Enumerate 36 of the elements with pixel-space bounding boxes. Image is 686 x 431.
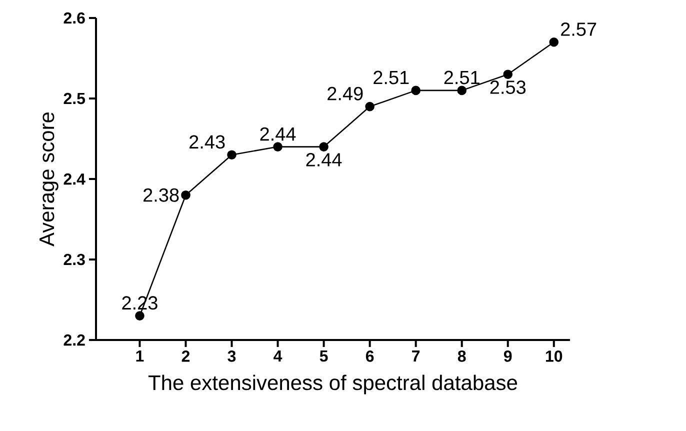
x-axis-title: The extensiveness of spectral database <box>148 374 518 394</box>
x-tick-label: 6 <box>366 350 374 362</box>
point <box>503 70 513 79</box>
x-tick-label: 5 <box>320 350 328 362</box>
y-tick-label: 2.5 <box>64 92 86 104</box>
y-tick-label: 2.4 <box>64 173 86 185</box>
x-tick-label: 10 <box>546 350 562 362</box>
point <box>273 142 282 152</box>
x-tick-label: 3 <box>228 350 236 362</box>
x-tick-label: 4 <box>274 350 282 362</box>
y-axis-title: Average score <box>40 112 58 246</box>
point <box>549 37 559 47</box>
y-tick-label: 2.2 <box>64 334 85 346</box>
y-tick-label: 2.3 <box>64 254 85 266</box>
point <box>319 142 328 152</box>
x-tick-label: 7 <box>412 350 420 362</box>
data-label: 2.38 <box>144 188 179 202</box>
point <box>365 102 374 112</box>
x-tick-label: 2 <box>182 350 190 362</box>
point <box>135 311 144 320</box>
data-label: 2.49 <box>328 86 363 100</box>
point <box>457 86 466 96</box>
point <box>181 190 190 200</box>
data-label: 2.51 <box>444 70 480 84</box>
x-tick-label: 1 <box>136 350 144 362</box>
x-tick-label: 9 <box>504 350 512 362</box>
x-tick-label: 8 <box>458 350 466 362</box>
data-label: 2.43 <box>190 135 225 149</box>
point <box>411 86 420 96</box>
data-label: 2.44 <box>306 152 342 166</box>
point <box>227 150 236 160</box>
data-label: 2.57 <box>561 22 596 36</box>
data-label: 2.44 <box>260 127 296 141</box>
y-tick-label: 2.6 <box>64 12 85 24</box>
data-label: 2.53 <box>490 80 526 94</box>
data-label: 2.51 <box>374 70 409 84</box>
